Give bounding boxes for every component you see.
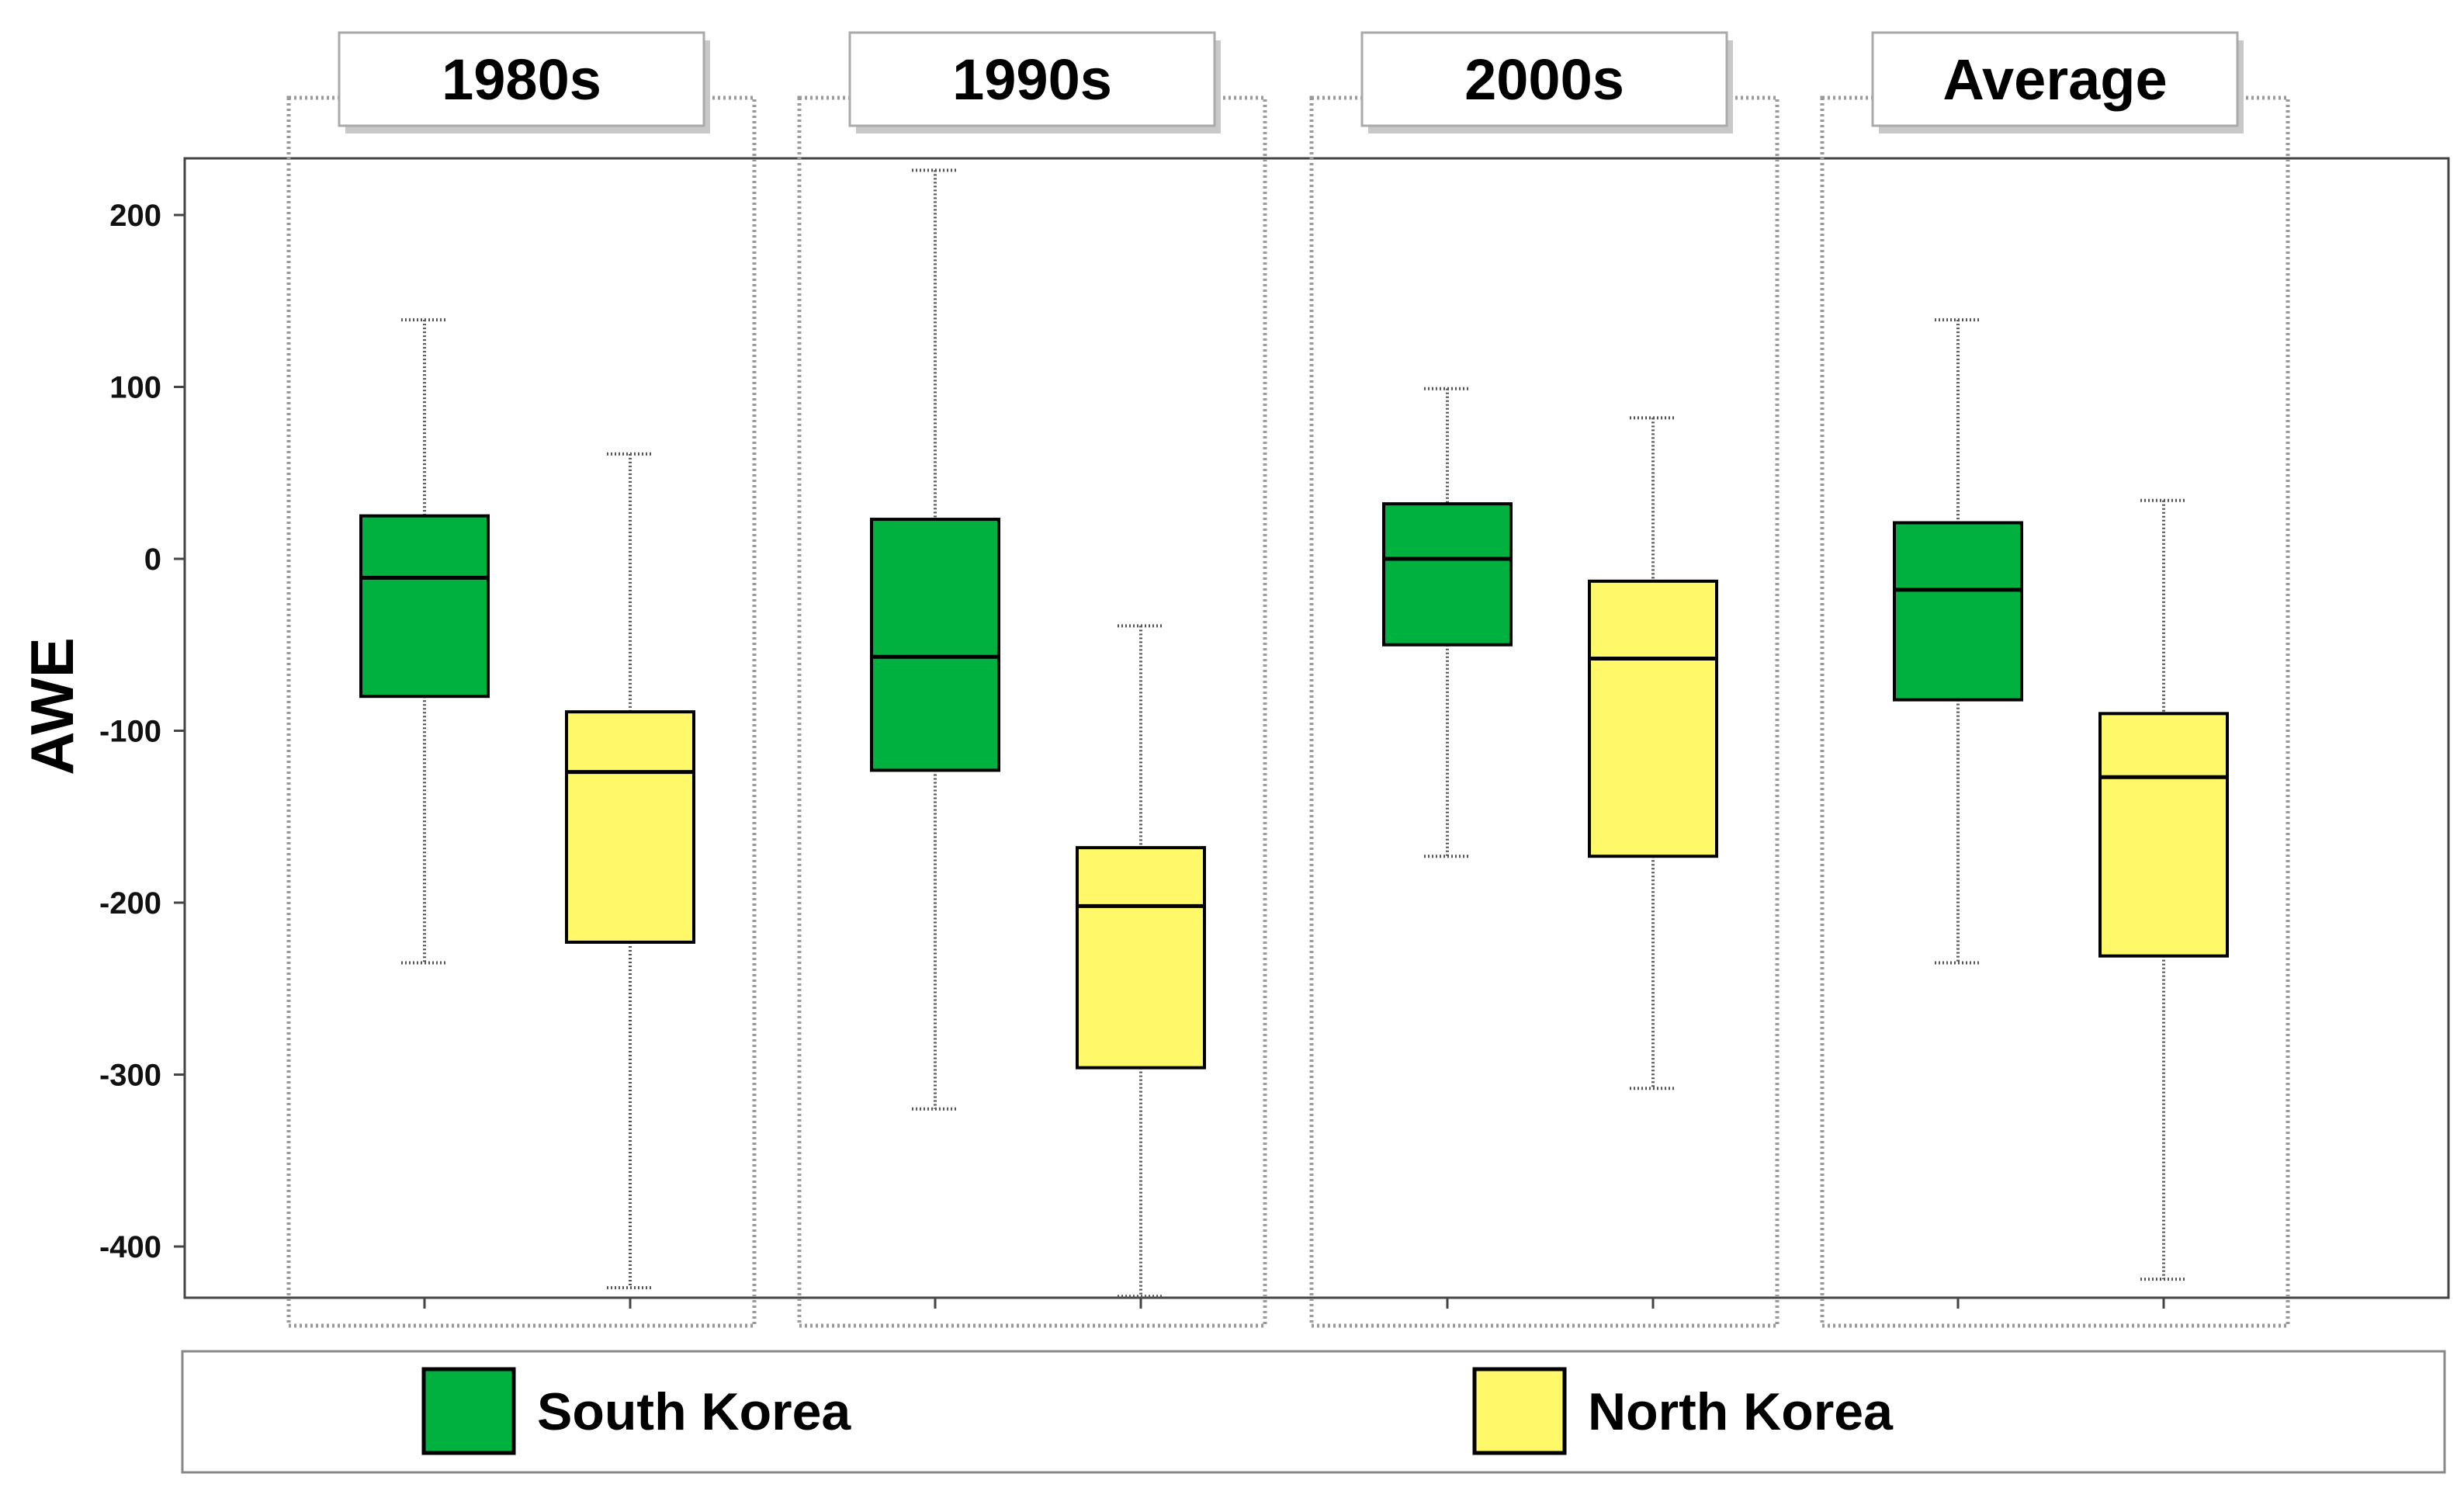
y-axis: 200 100 0 -100 -200 -300 -400 xyxy=(99,199,185,1264)
iqr-box xyxy=(1893,521,2023,702)
iqr-box xyxy=(1076,846,1206,1070)
iqr-box xyxy=(870,518,1000,772)
legend-label-north-korea: North Korea xyxy=(1588,1382,1894,1441)
box-north-korea-1980s xyxy=(565,452,695,1309)
y-tick-label: 0 xyxy=(144,543,161,577)
box-north-korea-average xyxy=(2098,498,2229,1309)
panel-title-average: Average xyxy=(1942,47,2167,112)
iqr-box xyxy=(1382,502,1513,647)
box-south-korea-average xyxy=(1893,318,2023,1309)
legend-swatch-south-korea xyxy=(421,1367,516,1455)
panel-title-2000s: 2000s xyxy=(1464,47,1624,112)
y-tick-label: -100 xyxy=(99,715,161,749)
panel-title-1980s: 1980s xyxy=(442,47,601,112)
y-tick-label: -200 xyxy=(99,886,161,921)
y-tick-label: 100 xyxy=(109,371,161,405)
panel-frame-1980s xyxy=(286,95,757,1328)
panel-frame-average xyxy=(1820,95,2290,1328)
box-south-korea-2000s xyxy=(1382,387,1513,1309)
panel-frame-2000s xyxy=(1309,95,1780,1328)
panel-title-box-2000s xyxy=(1360,31,1728,127)
legend-frame xyxy=(181,1350,2446,1474)
box-north-korea-2000s xyxy=(1588,416,1718,1309)
y-tick-label: 200 xyxy=(109,199,161,233)
legend-swatch-north-korea xyxy=(1472,1367,1567,1455)
iqr-box xyxy=(2098,712,2229,958)
box-south-korea-1990s xyxy=(870,168,1000,1309)
legend: South Korea North Korea xyxy=(181,1350,2446,1474)
iqr-box xyxy=(565,710,695,944)
panel-title-1990s: 1990s xyxy=(952,47,1112,112)
y-tick-label: -300 xyxy=(99,1059,161,1093)
iqr-box xyxy=(359,514,490,699)
legend-label-south-korea: South Korea xyxy=(537,1382,851,1441)
panel-title-box-1990s xyxy=(848,31,1216,127)
panels-layer: 1980s 1990s 2000s Average xyxy=(286,31,2290,1328)
y-axis-label: AWE xyxy=(18,637,86,775)
panel-title-box-average xyxy=(1871,31,2239,127)
y-tick-label: -400 xyxy=(99,1230,161,1264)
boxes-layer xyxy=(359,168,2229,1309)
panel-title-box-1980s xyxy=(338,31,705,127)
box-north-korea-1990s xyxy=(1076,624,1206,1309)
iqr-box xyxy=(1588,579,1718,858)
box-south-korea-1980s xyxy=(359,318,490,1309)
panel-frame-1990s xyxy=(797,95,1267,1328)
plot-frame xyxy=(183,157,2450,1299)
